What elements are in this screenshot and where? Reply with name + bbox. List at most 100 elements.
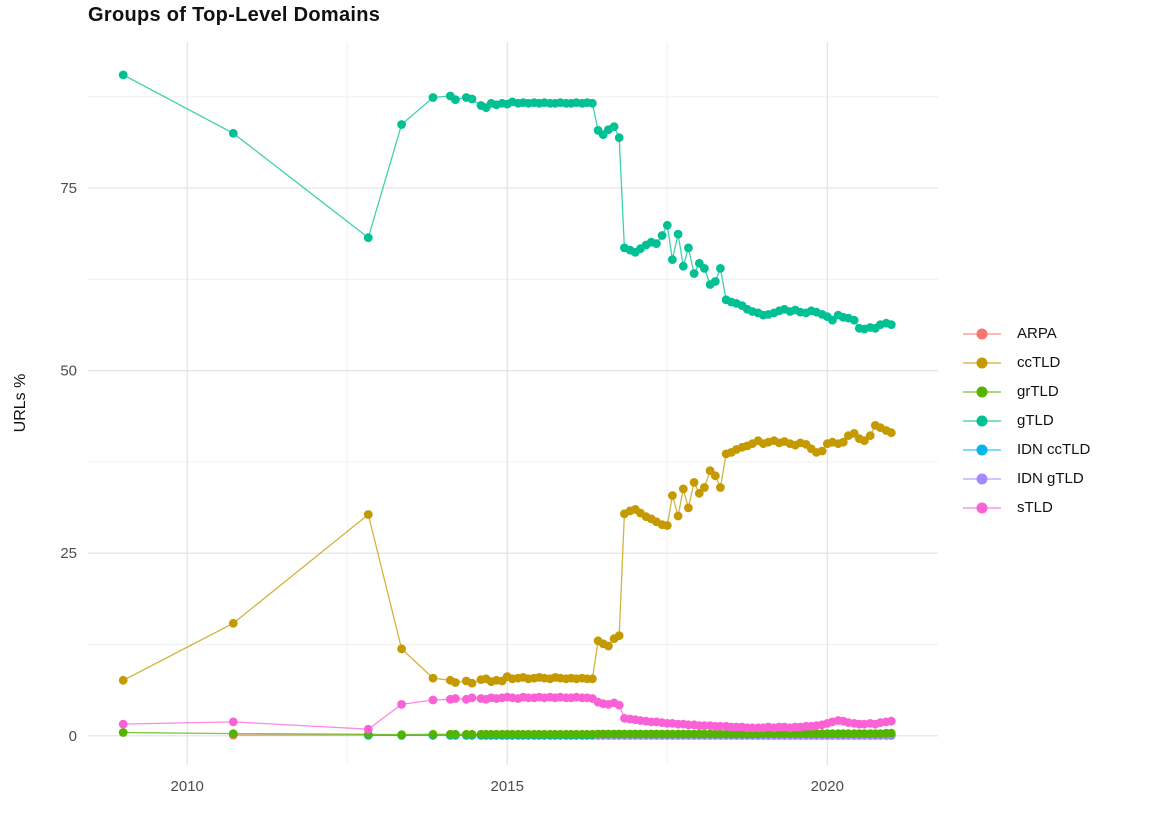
series-point-cctld	[694, 488, 704, 498]
series-point-cctld	[662, 521, 672, 530]
series-point-cctld	[363, 510, 373, 519]
series-point-cctld	[886, 428, 896, 438]
series-point-cctld	[678, 484, 688, 494]
series-point-stld	[228, 717, 238, 727]
series-point-stld	[118, 719, 128, 729]
series-point-gtld	[668, 255, 677, 264]
legend-label: IDN gTLD	[1017, 470, 1084, 487]
legend-key-dot	[976, 444, 988, 455]
y-tick-label: 75	[60, 180, 77, 197]
chart-title: Groups of Top-Level Domains	[88, 4, 381, 26]
legend-label: sTLD	[1017, 499, 1053, 516]
series-point-gtld	[828, 315, 837, 325]
legend-item-idn-gtld: IDN gTLD	[963, 464, 1090, 493]
series-point-stld	[428, 695, 438, 705]
series-point-stld	[886, 716, 896, 726]
legend-key-icon	[963, 386, 1001, 398]
series-point-cctld	[588, 674, 597, 684]
series-point-cctld	[865, 431, 875, 440]
legend-key-icon	[963, 444, 1001, 456]
series-point-gtld	[451, 95, 460, 105]
legend-item-stld: sTLD	[963, 493, 1090, 522]
legend-label: IDN ccTLD	[1017, 441, 1091, 458]
series-point-gtld	[397, 120, 406, 129]
series-point-cctld	[451, 678, 460, 687]
series-point-gtld	[710, 277, 720, 286]
y-tick-label: 25	[60, 545, 77, 562]
series-point-cctld	[700, 483, 709, 492]
series-point-gtld	[716, 264, 725, 273]
series-point-cctld	[817, 446, 827, 456]
series-point-gtld	[886, 320, 896, 329]
series-point-gtld	[363, 233, 373, 243]
series-point-cctld	[684, 503, 693, 513]
series-point-gtld	[428, 93, 438, 102]
legend-key-dot	[976, 502, 988, 513]
series-point-grtld	[397, 730, 406, 740]
series-point-grtld	[228, 729, 238, 738]
series-point-stld	[397, 700, 406, 709]
legend-item-idn-cctld: IDN ccTLD	[963, 435, 1090, 464]
legend-key-dot	[976, 357, 988, 368]
legend-key-dot	[976, 473, 988, 484]
legend-key-dot	[976, 386, 988, 397]
legend-key-icon	[963, 415, 1001, 427]
legend-item-grtld: grTLD	[963, 377, 1090, 406]
series-point-cctld	[860, 436, 869, 446]
series-point-grtld	[428, 729, 438, 739]
y-axis-title: URLs %	[12, 373, 29, 433]
legend-key-icon	[963, 473, 1001, 485]
series-point-grtld	[451, 729, 460, 739]
series-point-gtld	[614, 133, 624, 143]
series-point-gtld	[678, 261, 688, 271]
series-point-gtld	[700, 264, 709, 273]
series-point-stld	[614, 700, 624, 710]
legend-key-icon	[963, 502, 1001, 514]
series-point-grtld	[886, 728, 896, 738]
x-tick-label: 2020	[811, 778, 844, 795]
series-point-gtld	[609, 122, 619, 132]
series-point-stld	[363, 724, 373, 734]
series-point-grtld	[467, 729, 477, 739]
legend: ARPA ccTLD grTLD gTLD IDN ccTLD IDN gTLD sTLD	[963, 319, 1090, 522]
legend-item-gtld: gTLD	[963, 406, 1090, 435]
series-point-gtld	[673, 229, 683, 239]
series-point-cctld	[228, 618, 238, 628]
series-point-stld	[451, 694, 460, 703]
series-point-gtld	[662, 220, 672, 230]
series-point-gtld	[118, 70, 128, 80]
legend-label: ARPA	[1017, 325, 1057, 342]
y-tick-label: 0	[69, 728, 77, 745]
series-point-gtld	[684, 243, 693, 253]
legend-item-cctld: ccTLD	[963, 348, 1090, 377]
series-point-cctld	[673, 511, 683, 521]
legend-label: ccTLD	[1017, 354, 1061, 371]
x-tick-label: 2010	[171, 778, 204, 795]
series-point-cctld	[467, 678, 477, 688]
series-point-cctld	[118, 675, 128, 685]
series-point-stld	[467, 693, 477, 703]
series-point-gtld	[228, 128, 238, 138]
series-point-gtld	[849, 315, 859, 325]
legend-key-icon	[963, 357, 1001, 369]
series-point-cctld	[614, 631, 624, 641]
series-point-cctld	[716, 483, 725, 492]
series-point-grtld	[118, 728, 128, 737]
series-point-gtld	[657, 231, 667, 240]
series-point-cctld	[397, 644, 406, 654]
legend-key-icon	[963, 328, 1001, 340]
series-point-cctld	[604, 641, 613, 651]
series-point-gtld	[652, 239, 661, 249]
series-point-gtld	[689, 269, 699, 278]
series-point-cctld	[689, 478, 699, 487]
legend-key-dot	[976, 328, 988, 339]
series-point-cctld	[838, 437, 848, 447]
series-point-cctld	[710, 471, 720, 481]
legend-item-arpa: ARPA	[963, 319, 1090, 348]
legend-label: gTLD	[1017, 412, 1054, 429]
series-point-cctld	[428, 673, 438, 683]
x-tick-label: 2015	[491, 778, 524, 795]
series-point-cctld	[668, 491, 677, 500]
